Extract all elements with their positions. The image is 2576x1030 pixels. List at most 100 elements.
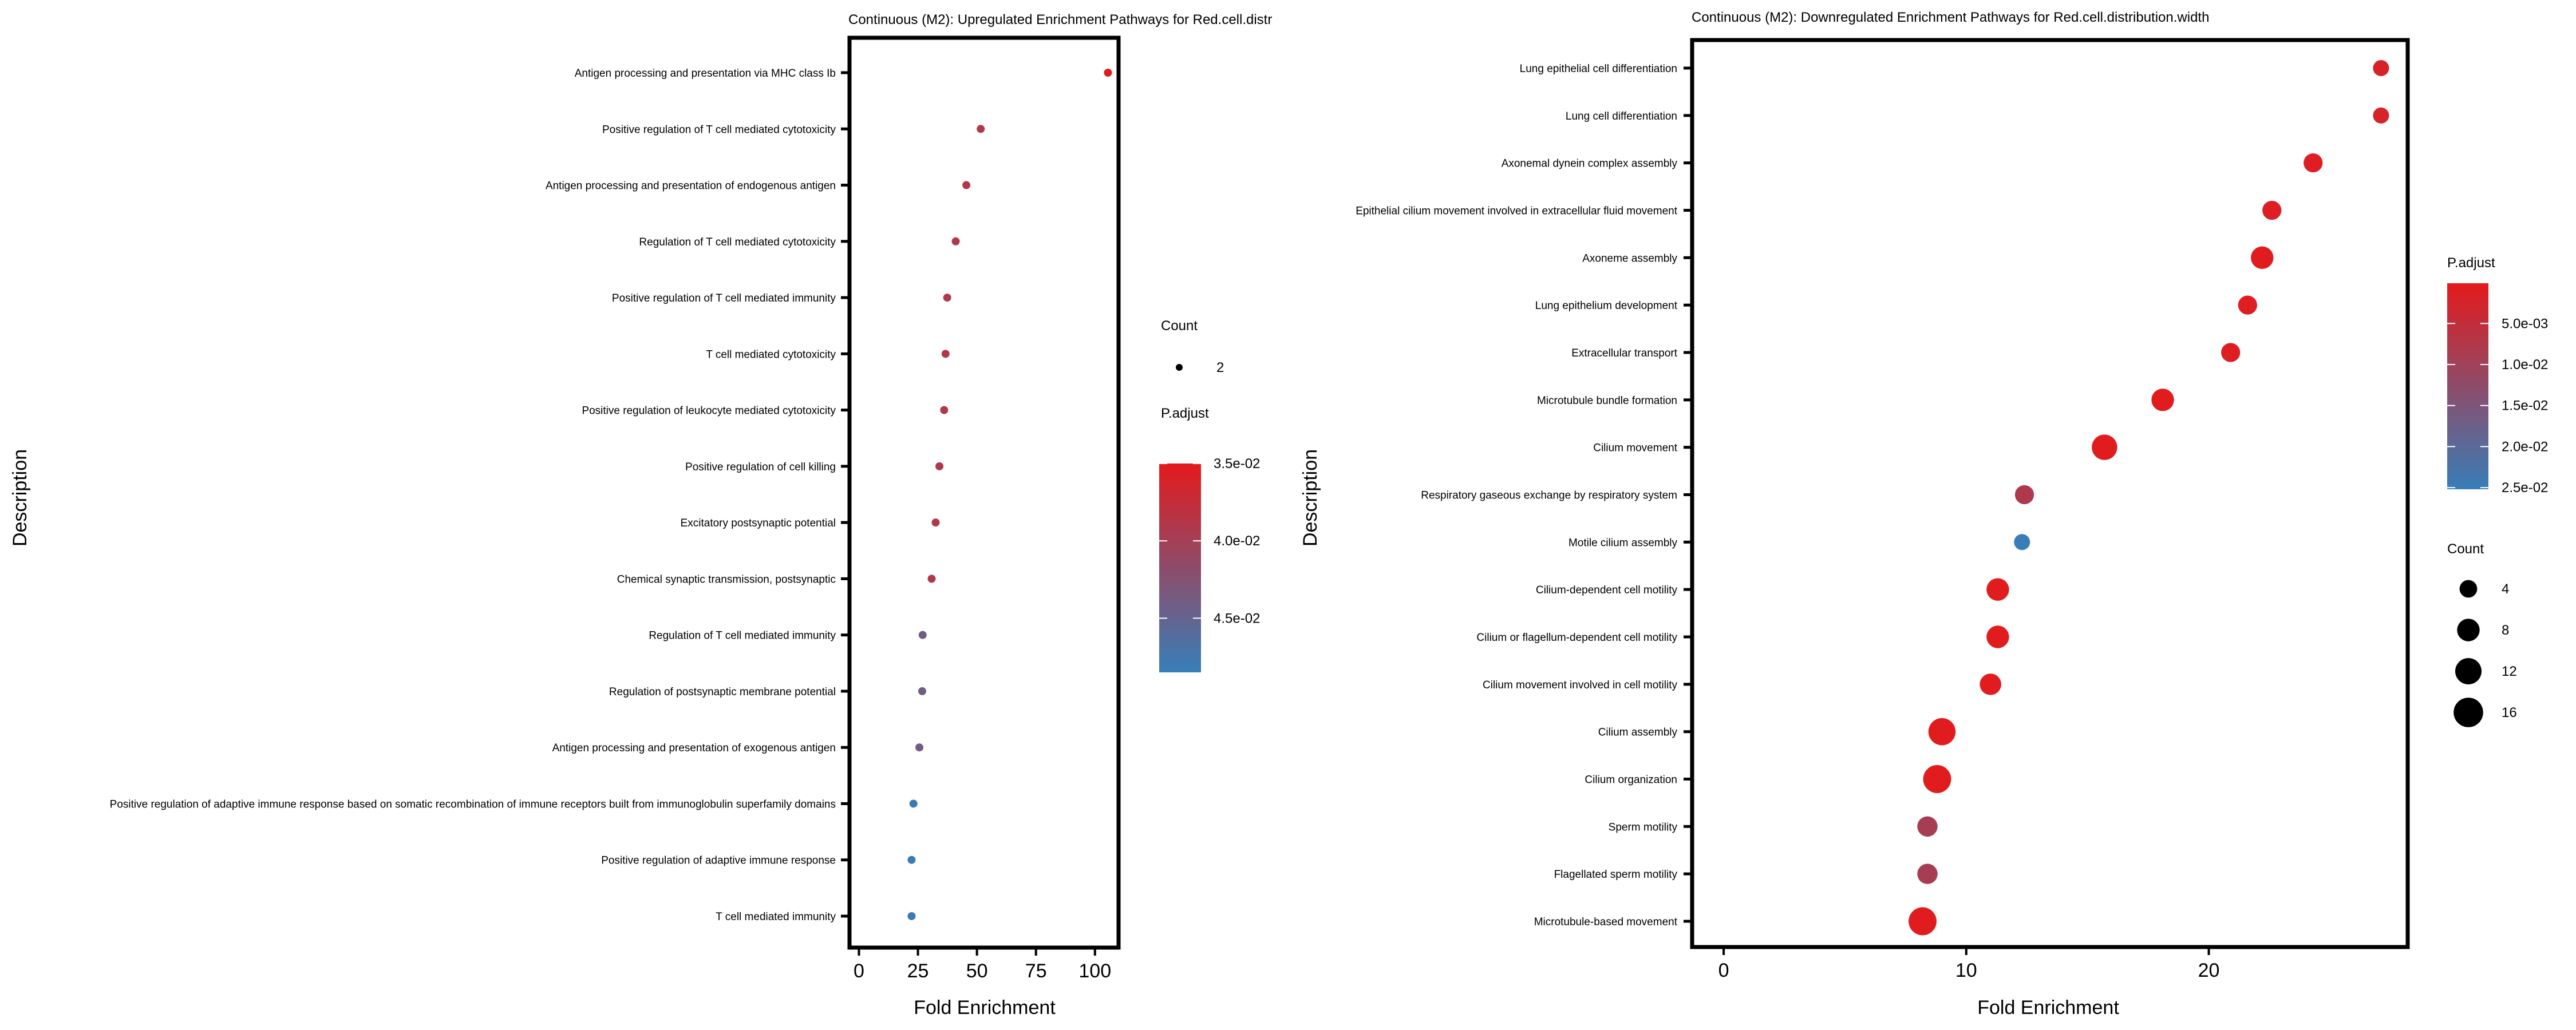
data-point <box>909 799 918 808</box>
data-point <box>907 912 916 920</box>
downregulated-panel: Continuous (M2): Downregulated Enrichmen… <box>1299 10 2548 1019</box>
x-axis-title: Fold Enrichment <box>1977 997 2119 1019</box>
x-tick-labels: 0 25 50 75 100 <box>854 960 1111 982</box>
data-point <box>1917 863 1938 884</box>
x-tick-label: 0 <box>854 960 864 982</box>
colorbar-label: 2.0e-02 <box>2502 439 2548 454</box>
y-tick-label: Regulation of T cell mediated immunity <box>649 630 836 642</box>
y-tick-label: Microtubule-based movement <box>1534 916 1678 928</box>
y-tick-label: Microtubule bundle formation <box>1537 395 1677 407</box>
y-tick-label: Regulation of postsynaptic membrane pote… <box>609 686 836 698</box>
count-legend-label: 2 <box>1216 360 1224 375</box>
y-tick-label: Axonemal dynein complex assembly <box>1502 158 1678 170</box>
y-tick-label: Antigen processing and presentation of e… <box>546 180 836 192</box>
y-tick-label: Lung cell differentiation <box>1566 110 1677 122</box>
data-point <box>1104 69 1112 77</box>
data-point <box>1980 674 2001 695</box>
data-point <box>2221 343 2241 362</box>
y-tick-label: Cilium-dependent cell motility <box>1536 584 1678 596</box>
count-legend-symbol <box>2453 698 2483 727</box>
x-tick-label: 20 <box>2198 960 2220 981</box>
y-tick-label: T cell mediated immunity <box>716 911 836 923</box>
data-point <box>918 687 926 695</box>
count-legend-label: 4 <box>2502 581 2509 597</box>
y-tick-label: Positive regulation of adaptive immune r… <box>601 855 836 867</box>
data-point <box>935 462 944 470</box>
data-point <box>1986 578 2009 601</box>
upregulated-panel: Continuous (M2): Upregulated Enrichment … <box>9 12 1272 1019</box>
y-tick-label: Positive regulation of T cell mediated i… <box>612 292 836 304</box>
data-point <box>907 855 916 864</box>
y-tick-label: Positive regulation of leukocyte mediate… <box>582 405 836 417</box>
x-tick-labels: 0 10 20 <box>1718 960 2220 981</box>
data-point <box>2373 60 2389 77</box>
y-tick-label: Regulation of T cell mediated cytotoxici… <box>639 236 836 248</box>
data-point <box>2238 295 2257 315</box>
plot-frame <box>847 35 1121 950</box>
data-point <box>962 181 971 189</box>
colorbar-label: 2.5e-02 <box>2502 480 2548 496</box>
data-point <box>918 631 927 639</box>
data-point <box>2151 389 2174 411</box>
y-tick-label: Antigen processing and presentation of e… <box>552 742 836 754</box>
count-legend-label: 12 <box>2502 664 2517 679</box>
count-legend-symbol <box>2459 580 2478 598</box>
data-point <box>1909 907 1937 936</box>
colorbar-label: 5.0e-03 <box>2502 316 2548 331</box>
data-point <box>931 518 940 527</box>
x-tick-label: 25 <box>907 960 929 982</box>
y-tick-label: Respiratory gaseous exchange by respirat… <box>1421 490 1677 502</box>
y-tick-label: Positive regulation of cell killing <box>685 461 836 473</box>
panel-title: Continuous (M2): Upregulated Enrichment … <box>848 12 1272 27</box>
data-point <box>941 350 950 358</box>
x-tick-label: 0 <box>1718 960 1729 981</box>
y-tick-label: Cilium movement involved in cell motilit… <box>1483 679 1677 691</box>
y-tick-label: Sperm motility <box>1609 821 1678 833</box>
count-legend-items: 4 8 12 16 <box>2453 580 2517 727</box>
y-tick-label: Lung epithelial cell differentiation <box>1520 63 1677 75</box>
y-tick-label: Positive regulation of adaptive immune r… <box>110 798 836 810</box>
colorbar-label: 1.5e-02 <box>2502 398 2548 414</box>
data-point <box>2092 434 2117 460</box>
x-tick-label: 10 <box>1955 960 1977 981</box>
y-tick-label: Flagellated sperm motility <box>1554 869 1678 881</box>
panel-title: Continuous (M2): Downregulated Enrichmen… <box>1692 10 2209 25</box>
legend: P.adjust 5.0e-03 1.0e-02 1.5e-02 2.0e-02 2.5… <box>2447 255 2548 727</box>
data-point <box>1928 718 1956 746</box>
count-legend-title: Count <box>2447 541 2484 557</box>
x-axis-title: Fold Enrichment <box>914 997 1056 1019</box>
data-point <box>977 125 985 133</box>
data-points <box>1909 60 2389 936</box>
data-point <box>2373 107 2389 124</box>
count-legend-symbol <box>1176 364 1183 371</box>
padjust-colorbar: 3.5e-02 4.0e-02 4.5e-02 <box>1159 456 1260 672</box>
data-point <box>2262 200 2282 220</box>
y-tick-label: T cell mediated cytotoxicity <box>706 348 836 360</box>
y-tick-labels: Antigen processing and presentation via … <box>110 68 836 923</box>
y-tick-label: Motile cilium assembly <box>1568 537 1678 549</box>
y-tick-label: Excitatory postsynaptic potential <box>681 517 836 529</box>
data-points <box>907 69 1112 920</box>
data-point <box>951 237 960 245</box>
y-ticks <box>841 71 848 918</box>
x-tick-label: 100 <box>1078 960 1111 982</box>
y-ticks <box>1684 66 1690 923</box>
data-point <box>1986 625 2009 648</box>
y-tick-label: Cilium movement <box>1593 442 1677 454</box>
x-ticks <box>858 949 1096 956</box>
colorbar-gradient <box>2447 283 2488 489</box>
count-legend-label: 8 <box>2502 623 2509 638</box>
colorbar-label: 4.0e-02 <box>1214 533 1260 549</box>
count-legend-symbol <box>2455 657 2482 685</box>
data-point <box>2251 246 2274 270</box>
y-axis-title: Description <box>1299 449 1321 546</box>
y-tick-label: Axoneme assembly <box>1582 252 1677 264</box>
count-legend-label: 16 <box>2502 705 2517 720</box>
y-tick-labels: Lung epithelial cell differentiation Lung… <box>1356 63 1678 928</box>
y-axis-title: Description <box>9 449 31 546</box>
count-legend-title: Count <box>1161 318 1198 334</box>
data-point <box>2304 153 2323 173</box>
colorbar-label: 3.5e-02 <box>1214 456 1260 472</box>
plot-frame <box>1690 38 2410 949</box>
x-tick-label: 75 <box>1025 960 1047 982</box>
